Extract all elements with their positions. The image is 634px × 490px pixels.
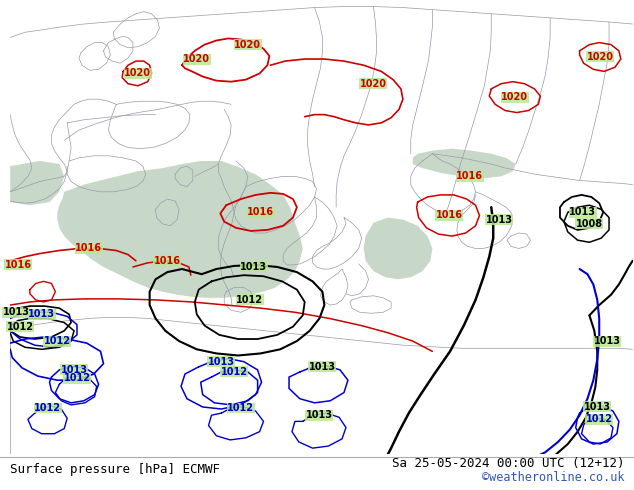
Text: 1012: 1012	[586, 415, 612, 424]
Text: 1020: 1020	[360, 79, 387, 89]
Text: 1012: 1012	[34, 403, 61, 413]
Text: Surface pressure [hPa] ECMWF: Surface pressure [hPa] ECMWF	[10, 463, 219, 476]
Text: 1012: 1012	[6, 321, 34, 332]
Text: 1016: 1016	[456, 172, 483, 181]
Polygon shape	[364, 218, 432, 279]
Text: 1012: 1012	[44, 336, 71, 346]
Text: Sa 25-05-2024 00:00 UTC (12+12): Sa 25-05-2024 00:00 UTC (12+12)	[392, 457, 624, 470]
Text: 1020: 1020	[124, 69, 152, 78]
Text: ©weatheronline.co.uk: ©weatheronline.co.uk	[482, 471, 624, 484]
Text: 1020: 1020	[235, 40, 261, 49]
Text: 1012: 1012	[221, 367, 247, 377]
Text: 1012: 1012	[236, 295, 263, 305]
Text: 1012: 1012	[228, 403, 254, 413]
Text: 1013: 1013	[28, 309, 55, 319]
Text: 1013: 1013	[309, 362, 336, 372]
Text: 1013: 1013	[240, 262, 267, 272]
Text: 1013: 1013	[306, 410, 333, 420]
Text: 1016: 1016	[75, 244, 102, 253]
Text: 1008: 1008	[576, 219, 603, 229]
Text: 1013: 1013	[569, 207, 596, 218]
Text: 1020: 1020	[183, 54, 210, 64]
Text: 1016: 1016	[436, 211, 463, 220]
Polygon shape	[413, 148, 516, 178]
Text: 1016: 1016	[154, 256, 181, 266]
Text: 1012: 1012	[63, 373, 91, 383]
Text: 1020: 1020	[501, 92, 528, 102]
Text: 1013: 1013	[60, 365, 87, 375]
Polygon shape	[10, 161, 64, 205]
Text: 1016: 1016	[4, 260, 32, 270]
Text: 1020: 1020	[586, 52, 614, 62]
Text: 1013: 1013	[486, 215, 513, 224]
Text: 1013: 1013	[208, 357, 235, 367]
Polygon shape	[57, 161, 303, 298]
Text: 1013: 1013	[3, 307, 30, 317]
Text: 1013: 1013	[593, 336, 621, 346]
Text: 1016: 1016	[247, 207, 274, 218]
Text: 1013: 1013	[584, 402, 611, 412]
